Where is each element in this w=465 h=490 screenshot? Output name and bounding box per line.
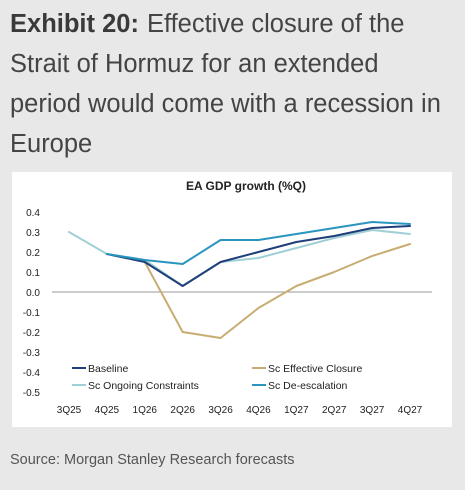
- exhibit-title: Exhibit 20: Effective closure of the Stra…: [10, 4, 455, 164]
- y-tick-label: 0.0: [26, 288, 40, 299]
- series-line-baseline: [105, 225, 411, 287]
- series-lines: [68, 221, 411, 339]
- x-tick-label: 3Q25: [57, 405, 82, 416]
- gdp-growth-chart: EA GDP growth (%Q) 0.4 0.3 0.2 0.1 0.0 -0.1 -0…: [23, 179, 432, 416]
- y-tick-label: 0.2: [26, 248, 40, 259]
- series-line-sc-effective-closure: [143, 243, 411, 339]
- x-tick-label: 3Q27: [360, 405, 385, 416]
- exhibit-title-text: Effective closure of the Strait of Hormu…: [10, 10, 441, 158]
- x-tick-label: 4Q27: [398, 405, 423, 416]
- chart-panel: EA GDP growth (%Q) 0.4 0.3 0.2 0.1 0.0 -0.1 -0…: [12, 172, 452, 427]
- y-tick-label: 0.3: [26, 228, 40, 239]
- x-tick-label: 1Q26: [133, 405, 158, 416]
- chart-title: EA GDP growth (%Q): [186, 179, 306, 193]
- x-tick-label: 3Q26: [208, 405, 233, 416]
- y-tick-label: -0.2: [23, 328, 41, 339]
- y-tick-label: -0.4: [23, 368, 41, 379]
- x-tick-label: 2Q27: [322, 405, 347, 416]
- y-tick-label: -0.3: [23, 348, 41, 359]
- chart-legend: Baseline Sc Ongoing Constraints Sc Effecti…: [72, 363, 363, 392]
- x-tick-label: 2Q26: [170, 405, 195, 416]
- legend-label: Sc Ongoing Constraints: [88, 380, 199, 392]
- y-tick-label: -0.5: [23, 388, 41, 399]
- legend-label: Sc De-escalation: [268, 380, 348, 392]
- source-note: Source: Morgan Stanley Research forecast…: [10, 452, 295, 468]
- y-tick-label: 0.1: [26, 268, 40, 279]
- y-tick-label: 0.4: [26, 208, 40, 219]
- y-axis-ticks: 0.4 0.3 0.2 0.1 0.0 -0.1 -0.2 -0.3 -0.4 -0.5: [23, 208, 41, 399]
- x-tick-label: 4Q25: [95, 405, 120, 416]
- legend-label: Sc Effective Closure: [268, 363, 363, 375]
- exhibit-label: Exhibit 20:: [10, 10, 139, 38]
- legend-label: Baseline: [88, 363, 128, 375]
- x-tick-label: 4Q26: [246, 405, 271, 416]
- x-axis-ticks: 3Q25 4Q25 1Q26 2Q26 3Q26 4Q26 1Q27 2Q27 3Q27 4Q27: [57, 405, 423, 416]
- series-line-sc-de-escalation: [105, 221, 411, 265]
- x-tick-label: 1Q27: [284, 405, 309, 416]
- y-tick-label: -0.1: [23, 308, 41, 319]
